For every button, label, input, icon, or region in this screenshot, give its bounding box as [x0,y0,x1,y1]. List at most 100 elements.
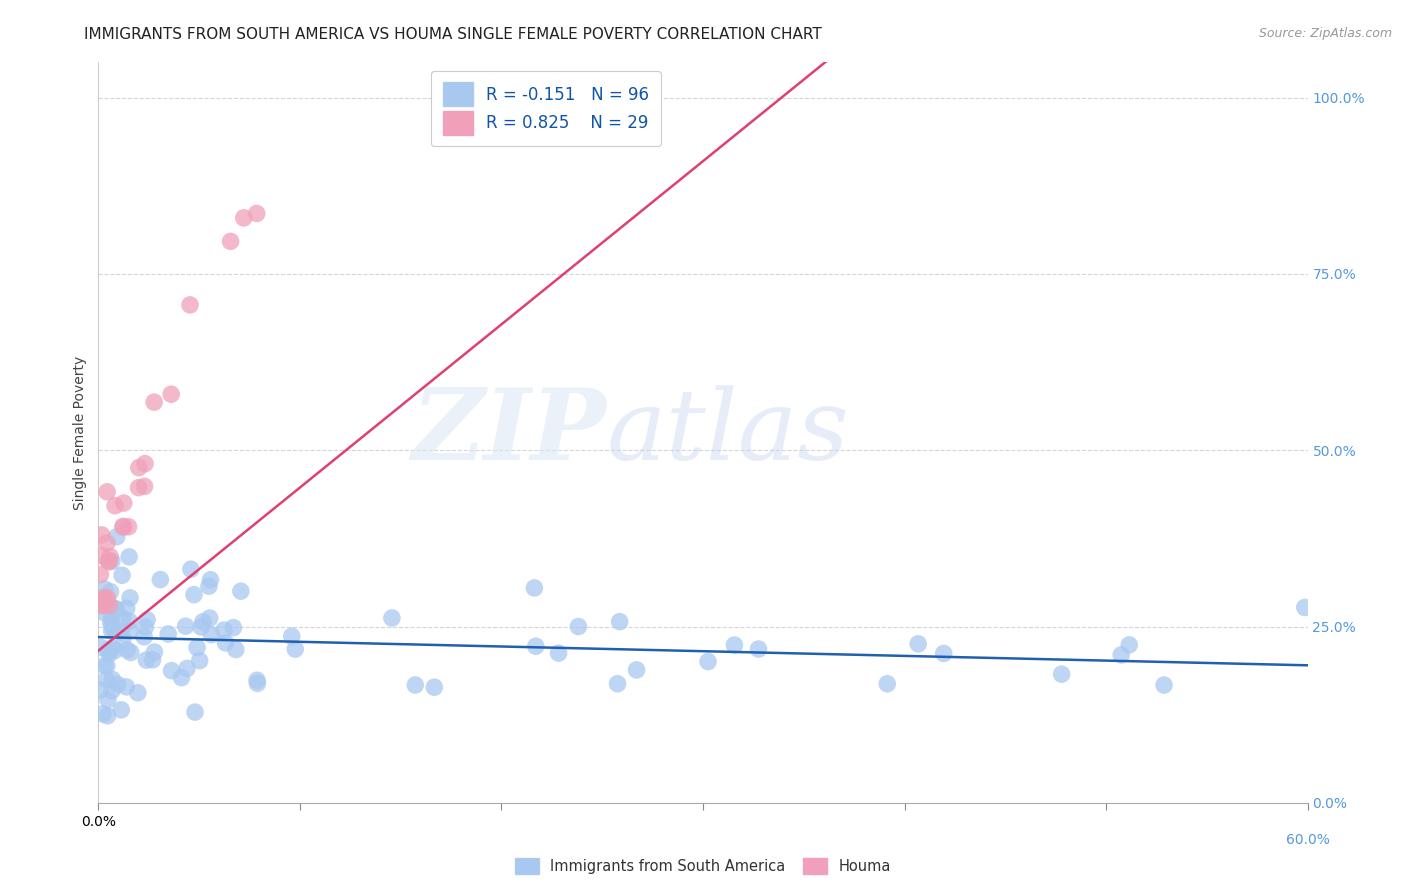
Point [1153,678,1175,692]
Point [111,568,134,582]
Point [183,588,205,602]
Point [105,603,128,617]
Point [246,676,269,690]
Point [143,645,166,659]
Point [134,457,156,471]
Point [101,683,124,698]
Point [214,636,236,650]
Point [96,484,118,499]
Point [142,653,165,667]
Point [97,692,120,706]
Point [157,627,180,641]
Point [101,673,124,687]
Point [225,642,247,657]
Point [180,562,202,576]
Point [606,677,628,691]
Point [91,605,114,619]
Text: IMMIGRANTS FROM SOUTH AMERICA VS HOUMA SINGLE FEMALE POVERTY CORRELATION CHART: IMMIGRANTS FROM SOUTH AMERICA VS HOUMA S… [84,27,823,42]
Point [149,573,172,587]
Point [229,584,252,599]
Point [136,613,159,627]
Point [120,646,142,660]
Point [188,654,211,668]
Point [284,642,307,657]
Y-axis label: Single Female Poverty: Single Female Poverty [73,356,87,509]
Point [567,619,589,633]
Point [101,641,124,656]
Point [118,615,141,629]
Point [97,599,120,613]
Point [876,677,898,691]
Point [190,620,212,634]
Point [1294,600,1316,615]
Point [176,661,198,675]
Point [191,615,214,629]
Point [112,520,135,534]
Legend: R = -0.151   N = 96, R = 0.825    N = 29: R = -0.151 N = 96, R = 0.825 N = 29 [432,70,661,146]
Point [96,591,118,605]
Point [96,673,118,687]
Point [179,298,201,312]
Point [110,625,132,640]
Point [111,632,134,646]
Point [115,680,138,694]
Point [232,211,254,225]
Point [186,640,208,655]
Point [626,663,648,677]
Point [697,655,720,669]
Point [93,591,115,605]
Point [91,599,114,613]
Point [98,647,121,661]
Point [200,573,222,587]
Point [100,615,122,630]
Point [932,647,955,661]
Point [98,549,121,564]
Point [246,673,269,688]
Text: Source: ZipAtlas.com: Source: ZipAtlas.com [1258,27,1392,40]
Point [90,640,112,655]
Point [96,709,118,723]
Point [174,619,197,633]
Point [105,530,128,544]
Point [96,658,118,673]
Point [547,646,569,660]
Point [160,387,183,401]
Point [128,481,150,495]
Point [100,624,122,638]
Point [110,703,132,717]
Point [98,599,121,613]
Point [115,601,138,615]
Point [423,680,446,694]
Point [89,683,111,698]
Point [91,706,114,721]
Point [93,593,115,607]
Point [219,235,242,249]
Point [93,658,115,673]
Point [97,554,120,568]
Point [118,624,141,638]
Point [212,623,235,637]
Text: 60.0%: 60.0% [1285,833,1330,847]
Point [117,520,139,534]
Point [609,615,631,629]
Point [97,643,120,657]
Point [198,611,221,625]
Point [101,554,124,568]
Point [134,479,156,493]
Point [128,460,150,475]
Point [103,624,125,638]
Point [93,582,115,596]
Legend: Immigrants from South America, Houma: Immigrants from South America, Houma [509,852,897,880]
Point [118,549,141,564]
Point [96,536,118,550]
Point [104,601,127,615]
Point [135,653,157,667]
Point [404,678,426,692]
Point [118,591,141,605]
Point [90,549,112,563]
Point [1109,648,1132,662]
Point [111,611,134,625]
Text: ZIP: ZIP [412,384,606,481]
Point [112,496,135,510]
Point [200,627,222,641]
